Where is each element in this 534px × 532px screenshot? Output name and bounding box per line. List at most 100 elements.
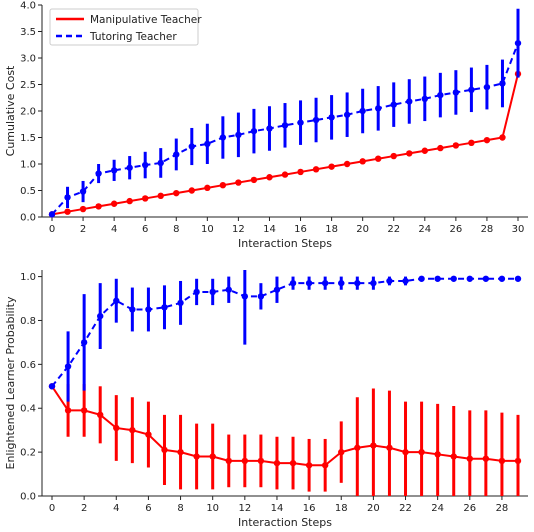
tutoring-teacher-point — [173, 151, 180, 158]
manipulative-teacher-point — [370, 442, 377, 449]
manipulative-teacher-point — [321, 462, 329, 469]
tutoring-teacher-point — [359, 107, 366, 115]
tutoring-teacher-point — [113, 297, 120, 304]
manipulative-teacher-point — [297, 168, 304, 176]
tutoring-teacher-point — [418, 275, 425, 282]
y-tick-label: 2.0 — [20, 107, 36, 118]
x-tick-label: 24 — [418, 224, 431, 235]
y-tick-label: 3.0 — [20, 54, 36, 65]
x-tick-label: 0 — [49, 224, 55, 235]
tutoring-teacher-point — [321, 279, 329, 287]
tutoring-teacher-point — [289, 279, 297, 287]
x-tick-label: 22 — [387, 224, 400, 235]
y-axis-label: Enlightened Learner Probability — [4, 296, 17, 469]
manipulative-teacher-point — [289, 459, 297, 467]
manipulative-teacher-point — [514, 457, 522, 465]
tutoring-teacher-point — [95, 170, 102, 177]
tutoring-teacher-point — [157, 159, 164, 167]
manipulative-teacher-point — [273, 459, 281, 467]
manipulative-teacher-point — [64, 407, 72, 414]
tutoring-teacher-point — [305, 279, 313, 287]
manipulative-teacher-point — [281, 171, 289, 178]
tutoring-teacher-point — [468, 86, 475, 94]
tutoring-teacher-point — [235, 131, 242, 139]
tutoring-teacher-point — [97, 312, 104, 320]
manipulative-teacher-point — [452, 142, 460, 149]
x-tick-label: 22 — [399, 503, 412, 514]
x-tick-label: 2 — [81, 503, 87, 514]
x-tick-label: 12 — [232, 224, 245, 235]
tutoring-teacher-point — [48, 211, 56, 218]
x-tick-label: 18 — [335, 503, 348, 514]
tutoring-teacher-point — [129, 306, 136, 313]
manipulative-teacher-point — [97, 411, 104, 419]
y-tick-label: 0.2 — [20, 448, 36, 459]
tutoring-teacher-point — [273, 286, 281, 293]
manipulative-teacher-legend-label: Manipulative Teacher — [90, 14, 202, 26]
legend-box — [49, 8, 199, 46]
x-tick-label: 26 — [449, 224, 462, 235]
tutoring-teacher-point — [450, 275, 457, 282]
tutoring-teacher-point — [328, 114, 335, 121]
manipulative-teacher-point — [359, 158, 366, 165]
tutoring-teacher-point — [514, 39, 522, 47]
x-tick-label: 24 — [431, 503, 444, 514]
manipulative-teacher-point — [241, 457, 249, 465]
tutoring-teacher-point — [48, 383, 56, 390]
y-tick-label: 2.5 — [20, 80, 36, 91]
tutoring-teacher-point — [110, 167, 118, 174]
x-tick-label: 0 — [49, 503, 55, 514]
x-tick-label: 28 — [481, 224, 494, 235]
tutoring-teacher-point — [266, 125, 273, 132]
x-tick-label: 8 — [177, 503, 183, 514]
manipulative-teacher-point — [437, 144, 444, 152]
manipulative-teacher-point — [266, 174, 273, 181]
tutoring-teacher-point — [354, 279, 361, 287]
y-tick-label: 1.5 — [20, 133, 36, 144]
tutoring-teacher-point — [421, 95, 428, 103]
x-tick-label: 14 — [263, 224, 276, 235]
manipulative-teacher-point — [225, 457, 232, 465]
tutoring-teacher-point — [343, 111, 351, 118]
tutoring-teacher-point — [390, 101, 397, 108]
manipulative-teacher-point — [375, 155, 382, 162]
tutoring-teacher-point — [126, 164, 133, 171]
x-tick-label: 26 — [463, 503, 476, 514]
manipulative-teacher-point — [142, 195, 149, 202]
tutoring-teacher-point — [219, 134, 227, 141]
y-tick-label: 4.0 — [20, 1, 36, 12]
tutoring-teacher-point — [406, 98, 413, 105]
y-tick-label: 1.0 — [20, 272, 36, 283]
tutoring-teacher-point — [64, 363, 72, 370]
x-tick-label: 4 — [113, 503, 119, 514]
manipulative-teacher-point — [499, 134, 506, 141]
manipulative-teacher-point — [79, 205, 87, 213]
manipulative-teacher-point — [328, 163, 335, 170]
tutoring-teacher-point — [312, 116, 320, 124]
tutoring-teacher-point — [250, 127, 258, 135]
manipulative-teacher-point — [257, 457, 265, 465]
tutoring-teacher-point — [402, 277, 409, 285]
x-tick-label: 16 — [303, 503, 316, 514]
x-tick-label: 18 — [325, 224, 338, 235]
tutoring-teacher-point — [498, 275, 506, 282]
manipulative-teacher-point — [219, 182, 227, 189]
y-tick-label: 1.0 — [20, 160, 36, 171]
manipulative-teacher-point — [483, 136, 491, 144]
y-tick-label: 0.4 — [20, 404, 36, 415]
manipulative-teacher-point — [386, 444, 393, 451]
x-tick-label: 20 — [367, 503, 380, 514]
x-tick-label: 16 — [294, 224, 307, 235]
tutoring-teacher-point — [177, 299, 184, 307]
tutoring-teacher-point — [375, 105, 382, 112]
manipulative-teacher-point — [402, 448, 409, 456]
x-tick-label: 30 — [512, 224, 525, 235]
manipulative-teacher-point — [188, 187, 195, 194]
tutoring-teacher-point — [338, 279, 345, 287]
tutoring-teacher-point — [434, 275, 441, 282]
manipulative-teacher-point — [343, 160, 351, 168]
manipulative-teacher-point — [338, 448, 345, 456]
y-axis-label: Cumulative Cost — [4, 65, 17, 156]
tutoring-teacher-point — [386, 277, 393, 285]
x-tick-label: 10 — [201, 224, 214, 235]
